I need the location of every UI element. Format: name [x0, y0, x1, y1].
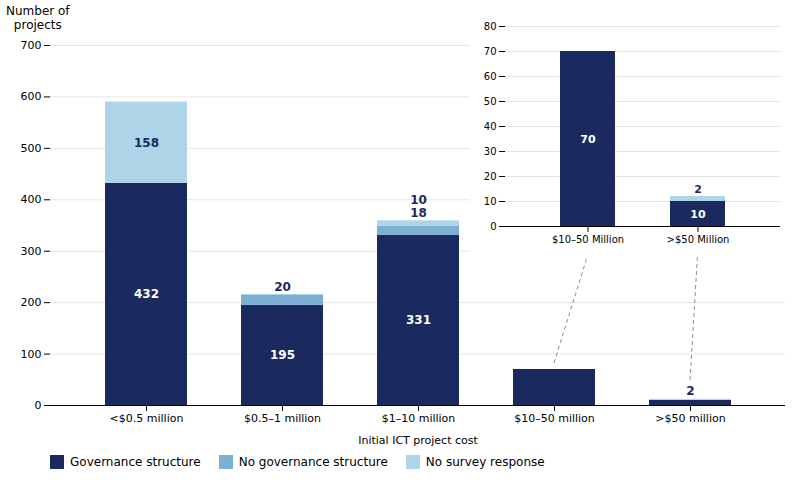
html-text:Number of projects: Number of projects — [6, 4, 70, 33]
svg-text:2: 2 — [694, 183, 702, 196]
svg-text:10: 10 — [690, 208, 706, 221]
svg-text:432: 432 — [134, 287, 159, 301]
html-text:No governance structure: No governance structure — [238, 455, 388, 469]
svg-text:$0.5–1 million: $0.5–1 million — [244, 412, 321, 425]
svg-text:600: 600 — [21, 90, 42, 103]
svg-text:40: 40 — [484, 121, 497, 132]
svg-text:<$0.5 million: <$0.5 million — [110, 412, 184, 425]
svg-text:195: 195 — [270, 348, 295, 362]
svg-text:Initial ICT project cost: Initial ICT project cost — [358, 434, 478, 447]
svg-text:20: 20 — [484, 171, 497, 182]
svg-text:500: 500 — [21, 142, 42, 155]
svg-text:>$50 Million: >$50 Million — [667, 234, 730, 245]
svg-text:50: 50 — [484, 96, 497, 107]
svg-text:$1–10 million: $1–10 million — [382, 412, 456, 425]
svg-text:>$50 million: >$50 million — [655, 412, 725, 425]
svg-text:331: 331 — [406, 313, 431, 327]
svg-text:700: 700 — [21, 39, 42, 52]
svg-text:18: 18 — [410, 206, 427, 220]
svg-text:0: 0 — [35, 399, 42, 412]
svg-text:30: 30 — [484, 146, 497, 157]
svg-text:300: 300 — [21, 245, 42, 258]
svg-text:80: 80 — [484, 21, 497, 32]
html-text:Governance structure: Governance structure — [70, 455, 201, 469]
svg-text:200: 200 — [21, 296, 42, 309]
svg-text:158: 158 — [134, 136, 159, 150]
html-text:No survey response: No survey response — [425, 455, 545, 469]
svg-text:100: 100 — [21, 348, 42, 361]
svg-text:70: 70 — [484, 46, 497, 57]
svg-text:0: 0 — [490, 221, 496, 232]
svg-text:70: 70 — [580, 133, 596, 146]
svg-text:$10–50 Million: $10–50 Million — [552, 234, 624, 245]
svg-text:10: 10 — [484, 196, 497, 207]
svg-text:2: 2 — [686, 384, 694, 398]
svg-text:$10–50 million: $10–50 million — [514, 412, 595, 425]
svg-text:400: 400 — [21, 193, 42, 206]
svg-text:20: 20 — [274, 280, 291, 294]
svg-text:60: 60 — [484, 71, 497, 82]
svg-text:10: 10 — [410, 193, 427, 207]
